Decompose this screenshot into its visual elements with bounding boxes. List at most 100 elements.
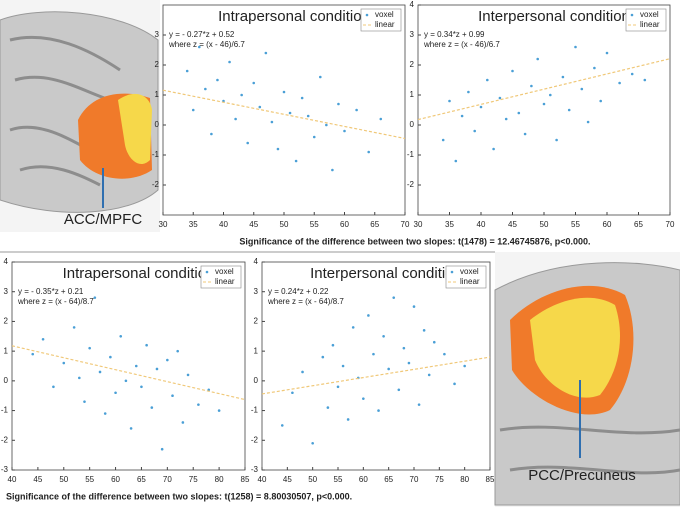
voxel-point [441,138,445,142]
voxel-point [160,447,164,451]
voxel-point [392,296,396,299]
y-tick-label: 3 [254,287,259,296]
x-tick-label: 80 [215,475,224,484]
voxel-point [204,87,207,91]
x-tick-label: 45 [283,475,292,484]
voxel-point [331,343,335,347]
legend-label: voxel [460,267,479,276]
voxel-point [171,394,174,398]
y-tick-label: 1 [4,346,9,355]
y-tick-label: 2 [410,60,415,69]
y-tick-label: 2 [4,317,9,326]
voxel-point [432,340,436,344]
voxel-point [346,418,350,421]
voxel-point [78,376,81,380]
voxel-point [343,129,346,133]
voxel-point [300,96,304,100]
voxel-point [549,93,552,97]
voxel-point [517,111,521,115]
voxel-point [643,78,647,82]
x-tick-label: 30 [414,220,423,229]
voxel-point [379,117,383,121]
plot-area [162,4,406,216]
y-tick-label: 0 [254,376,259,385]
x-tick-label: 65 [384,475,393,484]
voxel-point [217,409,221,412]
voxel-point [119,334,123,338]
voxel-point [109,355,112,359]
y-tick-label: 1 [410,90,415,99]
x-tick-label: 50 [540,220,549,229]
voxel-point [321,355,325,359]
voxel-point [473,129,477,133]
voxel-point [98,370,102,374]
y-tick-label: 1 [254,346,259,355]
voxel-point [407,361,411,365]
voxel-point [402,346,406,350]
y-tick-label: 4 [4,257,9,266]
x-tick-label: 70 [401,220,410,229]
x-tick-label: 50 [59,475,68,484]
y-tick-label: 0 [4,376,9,385]
y-tick-label: 0 [155,120,160,129]
voxel-point [52,385,55,389]
voxel-point [197,403,200,406]
voxel-point [523,132,527,136]
voxel-point [88,346,91,350]
voxel-point [372,352,375,356]
voxel-point [580,87,584,91]
voxel-point [280,424,284,427]
x-tick-label: 65 [137,475,146,484]
fit-line [162,89,406,140]
voxel-point [443,352,446,356]
voxel-point [129,427,133,430]
x-tick-label: 30 [159,220,168,229]
x-tick-label: 60 [111,475,120,484]
voxel-point [336,385,340,389]
voxel-point [145,343,148,347]
voxel-point [593,66,596,70]
y-tick-label: 3 [410,30,415,39]
voxel-point [630,72,634,76]
x-tick-label: 55 [310,220,319,229]
chart-title: Interpersonal condition [478,8,630,25]
voxel-point [181,421,185,424]
voxel-point [448,99,451,103]
voxel-point [312,135,316,139]
x-tick-label: 75 [189,475,198,484]
significance: Significance of the difference between t… [6,491,352,501]
plot-area [261,261,491,471]
equation: y = - 0.35*z + 0.21 [18,287,84,296]
legend-label: voxel [640,10,659,19]
voxel-point [605,51,609,55]
voxel-point [417,403,421,406]
voxel-point [228,60,231,64]
x-tick-label: 65 [370,220,379,229]
significance: Significance of the difference between t… [239,236,590,246]
legend-marker [205,270,209,274]
voxel-point [62,361,66,365]
x-tick-label: 40 [477,220,486,229]
voxel-point [412,305,416,308]
equation: y = 0.24*z + 0.22 [268,287,329,296]
x-tick-label: 85 [486,475,495,484]
voxel-point [41,337,45,341]
x-tick-label: 35 [189,220,198,229]
legend-marker [630,13,634,17]
y-tick-label: -1 [152,150,160,159]
equation: y = - 0.27*z + 0.52 [169,30,235,39]
voxel-point [301,370,304,374]
voxel-point [382,334,385,338]
x-tick-label: 70 [163,475,172,484]
chart-title: Intrapersonal condition [218,8,370,25]
voxel-point [103,412,107,415]
brain-top [0,0,160,232]
y-tick-label: -1 [407,150,415,159]
voxel-point [216,78,219,82]
voxel-point [93,296,97,299]
voxel-point [270,120,274,124]
x-tick-label: 55 [334,475,343,484]
voxel-point [246,141,249,145]
voxel-point [567,108,571,112]
